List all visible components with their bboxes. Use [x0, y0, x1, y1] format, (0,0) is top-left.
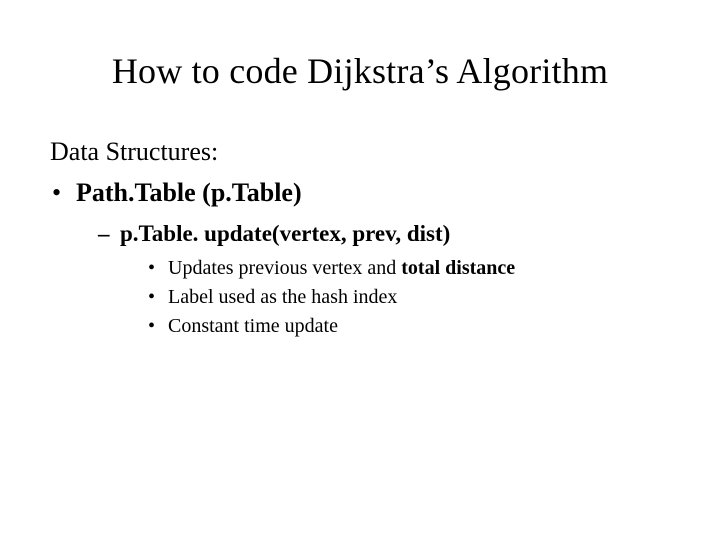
subsub-a-bold: total distance [401, 257, 515, 279]
sub-bullet-1: p.Table. update(vertex, prev, dist) [50, 218, 670, 249]
body-bullet-1: Path.Table (p.Table) [50, 175, 670, 210]
slide-body: Data Structures: Path.Table (p.Table) p.… [50, 134, 670, 340]
subsub-bullet-b: Label used as the hash index [50, 284, 670, 311]
subsub-bullet-a: Updates previous vertex and total distan… [50, 255, 670, 282]
slide-title: How to code Dijkstra’s Algorithm [50, 50, 670, 92]
body-bullet-1-text: Path.Table (p.Table) [76, 178, 302, 207]
body-line-1: Data Structures: [50, 134, 670, 169]
subsub-a-prefix: Updates previous vertex and [168, 257, 401, 279]
slide: How to code Dijkstra’s Algorithm Data St… [0, 0, 720, 540]
subsub-bullet-c: Constant time update [50, 313, 670, 340]
